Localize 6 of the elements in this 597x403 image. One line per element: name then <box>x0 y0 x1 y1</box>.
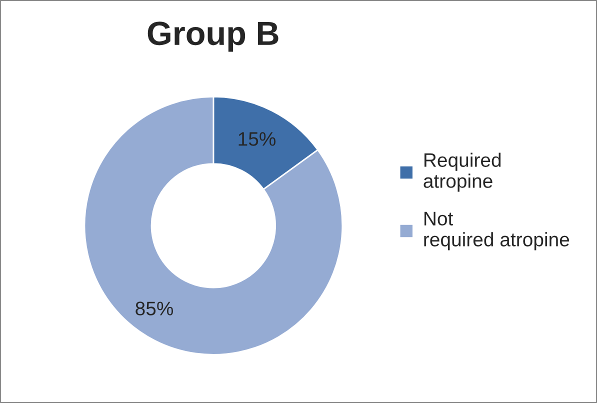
data-label: 15% <box>238 132 276 146</box>
legend-label: Required atropine <box>424 152 501 192</box>
chart-title: Group B <box>148 22 278 52</box>
legend-label: Not required atropine <box>424 212 570 250</box>
donut-slice <box>84 96 344 356</box>
data-label: 85% <box>136 302 174 316</box>
